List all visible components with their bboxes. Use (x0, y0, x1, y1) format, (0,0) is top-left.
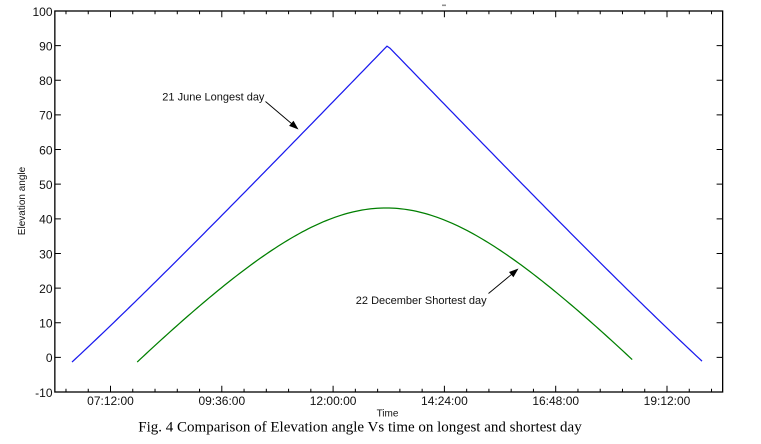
svg-text:22 December Shortest day: 22 December Shortest day (356, 295, 487, 307)
svg-text:Elevation angle: Elevation angle (17, 166, 28, 235)
svg-text:30: 30 (39, 247, 53, 261)
svg-text:Time: Time (377, 409, 399, 420)
svg-text:-10: -10 (35, 386, 53, 400)
svg-text:80: 80 (39, 74, 53, 88)
svg-text:0: 0 (46, 351, 53, 365)
svg-text:90: 90 (39, 39, 53, 53)
svg-text:07:12:00: 07:12:00 (87, 394, 134, 408)
svg-text:19:12:00: 19:12:00 (644, 394, 691, 408)
svg-text:09:36:00: 09:36:00 (198, 394, 245, 408)
svg-text:60: 60 (39, 143, 53, 157)
svg-text:20: 20 (39, 282, 53, 296)
svg-text:Fig. 4 Comparison of Elevation: Fig. 4 Comparison of Elevation angle Vs … (138, 420, 582, 436)
svg-text:100: 100 (32, 5, 52, 19)
svg-text:16:48:00: 16:48:00 (532, 394, 579, 408)
svg-text:12:00:00: 12:00:00 (310, 394, 357, 408)
svg-text:14:24:00: 14:24:00 (421, 394, 468, 408)
svg-text:21 June Longest day: 21 June Longest day (162, 92, 265, 104)
svg-text:10: 10 (39, 317, 53, 331)
svg-text:50: 50 (39, 178, 53, 192)
svg-text:70: 70 (39, 109, 53, 123)
svg-text:40: 40 (39, 213, 53, 227)
